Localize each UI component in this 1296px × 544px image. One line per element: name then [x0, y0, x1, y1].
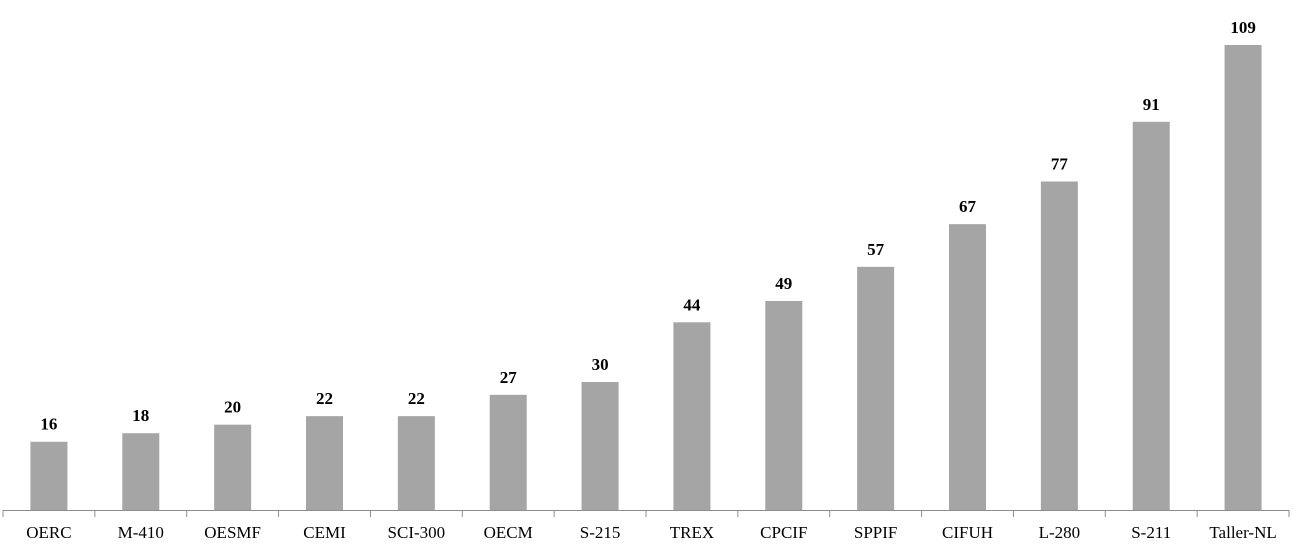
- category-label-l-280: L-280: [1039, 523, 1081, 542]
- category-label-cifuh: CIFUH: [942, 523, 993, 542]
- value-label-s-211: 91: [1143, 95, 1160, 114]
- value-label-cemi: 22: [316, 389, 333, 408]
- value-label-trex: 44: [683, 295, 701, 314]
- category-label-cpcif: CPCIF: [760, 523, 807, 542]
- value-label-cpcif: 49: [775, 274, 792, 293]
- bar-sci-300: [397, 416, 435, 510]
- value-label-s-215: 30: [592, 355, 609, 374]
- bars-group: [30, 45, 1262, 511]
- value-labels-group: 16 18 20 22 22 27 30 44 49 57 67 77 91 109: [40, 18, 1255, 434]
- bar-s-215: [581, 382, 619, 510]
- category-label-trex: TREX: [670, 523, 714, 542]
- category-label-oesmf: OESMF: [204, 523, 261, 542]
- bar-cpcif: [765, 300, 803, 510]
- category-label-m-410: M-410: [118, 523, 164, 542]
- value-label-l-280: 77: [1051, 155, 1069, 174]
- category-label-oerc: OERC: [26, 523, 71, 542]
- bar-l-280: [1040, 181, 1078, 510]
- value-label-sci-300: 22: [408, 389, 425, 408]
- x-axis: [2, 510, 1290, 517]
- value-label-oerc: 16: [40, 415, 57, 434]
- category-label-taller-nl: Taller-NL: [1209, 523, 1276, 542]
- bar-m-410: [122, 433, 160, 510]
- category-label-sci-300: SCI-300: [388, 523, 446, 542]
- value-label-oesmf: 20: [224, 398, 241, 417]
- bar-oecm: [489, 394, 527, 510]
- bar-oesmf: [214, 424, 252, 510]
- value-label-taller-nl: 109: [1230, 18, 1256, 37]
- bar-taller-nl: [1224, 45, 1262, 510]
- category-label-sppif: SPPIF: [854, 523, 897, 542]
- value-label-m-410: 18: [132, 406, 149, 425]
- category-labels-group: OERC M-410 OESMF CEMI SCI-300 OECM S-215 TREX CP…: [26, 523, 1277, 542]
- category-label-oecm: OECM: [484, 523, 533, 542]
- category-label-s-211: S-211: [1131, 523, 1171, 542]
- bar-cifuh: [949, 224, 986, 511]
- bar-oerc: [30, 441, 68, 510]
- value-label-cifuh: 67: [959, 197, 977, 216]
- value-label-sppif: 57: [867, 240, 885, 259]
- bar-sppif: [857, 266, 895, 510]
- category-label-s-215: S-215: [580, 523, 621, 542]
- category-label-cemi: CEMI: [303, 523, 346, 542]
- bar-cemi: [306, 416, 343, 510]
- value-label-oecm: 27: [500, 368, 518, 387]
- bar-s-211: [1132, 121, 1170, 510]
- bar-trex: [673, 322, 711, 510]
